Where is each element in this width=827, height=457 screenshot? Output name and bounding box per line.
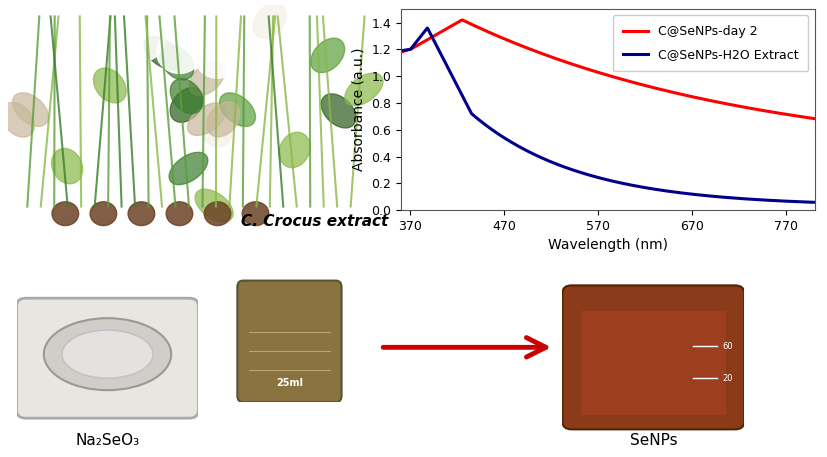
Line: C@SeNPs-day 2: C@SeNPs-day 2 — [401, 20, 815, 119]
Ellipse shape — [44, 318, 171, 390]
C@SeNPs-H2O Extract — [470, 114, 480, 119]
Ellipse shape — [128, 202, 155, 226]
Ellipse shape — [102, 81, 136, 115]
FancyBboxPatch shape — [17, 298, 198, 418]
C@SeNPs-day 2 — [503, 37, 513, 43]
C@SeNPs-H2O Extract — [708, 194, 718, 199]
C@SeNPs-H2O Extract — [810, 200, 820, 205]
Ellipse shape — [102, 35, 134, 70]
X-axis label: Wavelength (nm): Wavelength (nm) — [547, 239, 668, 253]
Text: C. Crocus extract: C. Crocus extract — [241, 213, 388, 228]
Ellipse shape — [342, 115, 378, 149]
Ellipse shape — [204, 202, 231, 226]
C@SeNPs-day 2 — [584, 67, 594, 72]
C@SeNPs-day 2 — [457, 17, 467, 23]
C@SeNPs-day 2 — [673, 91, 683, 96]
Ellipse shape — [342, 102, 377, 136]
C@SeNPs-day 2 — [810, 116, 820, 122]
C@SeNPs-H2O Extract — [503, 138, 513, 143]
C@SeNPs-H2O Extract — [423, 25, 433, 31]
Text: 60: 60 — [723, 342, 733, 351]
Ellipse shape — [90, 202, 117, 226]
Ellipse shape — [242, 202, 269, 226]
Legend: C@SeNPs-day 2, C@SeNPs-H2O Extract: C@SeNPs-day 2, C@SeNPs-H2O Extract — [613, 16, 808, 71]
Ellipse shape — [290, 105, 321, 140]
Ellipse shape — [52, 202, 79, 226]
Line: C@SeNPs-H2O Extract: C@SeNPs-H2O Extract — [401, 28, 815, 202]
Ellipse shape — [166, 202, 193, 226]
Ellipse shape — [48, 80, 85, 113]
Ellipse shape — [270, 11, 301, 47]
Text: 25ml: 25ml — [276, 378, 303, 388]
C@SeNPs-H2O Extract — [584, 172, 594, 178]
Ellipse shape — [113, 142, 147, 176]
C@SeNPs-day 2 — [708, 98, 718, 104]
Ellipse shape — [46, 159, 79, 194]
Text: SeNPs: SeNPs — [629, 433, 677, 448]
C@SeNPs-day 2 — [470, 23, 480, 29]
Text: Na₂SeO₃: Na₂SeO₃ — [75, 433, 140, 448]
Text: 20: 20 — [723, 374, 733, 383]
Y-axis label: Absorbance (a.u.): Absorbance (a.u.) — [351, 48, 366, 171]
Ellipse shape — [218, 115, 252, 149]
Ellipse shape — [263, 5, 300, 38]
Ellipse shape — [121, 20, 152, 55]
Ellipse shape — [203, 149, 240, 182]
C@SeNPs-H2O Extract — [640, 185, 650, 191]
FancyBboxPatch shape — [562, 285, 744, 430]
C@SeNPs-H2O Extract — [396, 48, 406, 53]
Ellipse shape — [118, 19, 165, 62]
Ellipse shape — [105, 16, 141, 49]
Ellipse shape — [156, 31, 203, 74]
Ellipse shape — [139, 94, 171, 129]
Ellipse shape — [319, 136, 357, 169]
Ellipse shape — [62, 330, 153, 378]
Ellipse shape — [194, 36, 241, 78]
FancyBboxPatch shape — [237, 281, 342, 402]
Ellipse shape — [128, 96, 160, 131]
Ellipse shape — [268, 80, 305, 113]
Bar — [581, 311, 726, 415]
C@SeNPs-day 2 — [640, 83, 650, 88]
Ellipse shape — [314, 200, 350, 234]
Ellipse shape — [248, 174, 282, 209]
C@SeNPs-H2O Extract — [673, 190, 683, 195]
C@SeNPs-day 2 — [396, 49, 406, 55]
